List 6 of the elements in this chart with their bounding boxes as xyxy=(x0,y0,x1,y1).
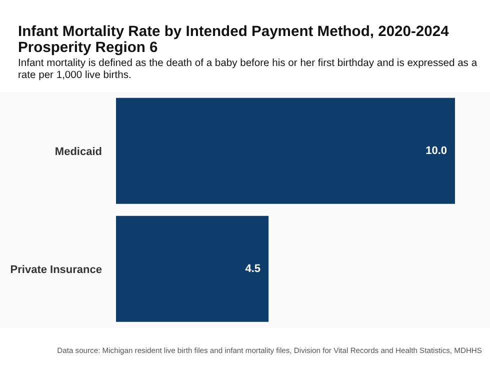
y-tick-label: Medicaid xyxy=(54,146,102,158)
data-label: 4.5 xyxy=(245,262,261,275)
y-tick-label: Private Insurance xyxy=(10,264,102,276)
chart-subtitle: Infant mortality is defined as the death of a baby before his or her first birthday and is expressed as a rate per 1,000 live births. xyxy=(18,58,478,82)
data-label: 10.0 xyxy=(426,144,447,157)
chart-title: Infant Mortality Rate by Intended Payment Method, 2020-2024 Prosperity Region 6 xyxy=(18,24,450,56)
